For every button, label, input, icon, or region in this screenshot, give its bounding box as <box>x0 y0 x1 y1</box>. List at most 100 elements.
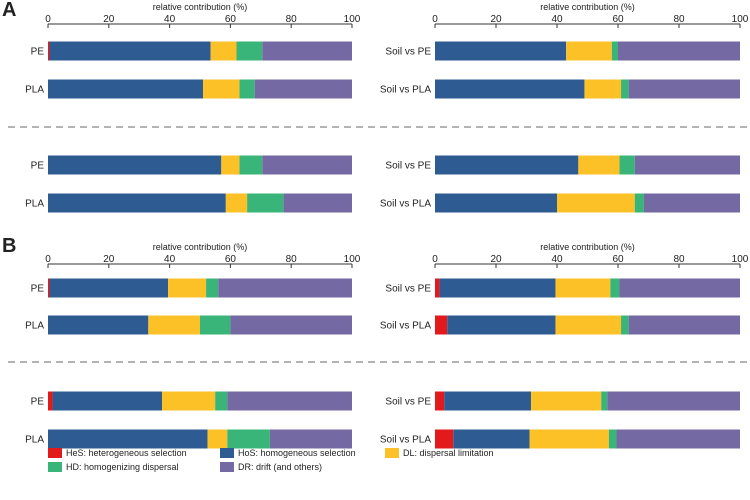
bar-segment-hes <box>48 391 53 411</box>
bar-segment-hd <box>611 41 618 61</box>
bar-segment-hd <box>236 41 263 61</box>
x-tick-label: 20 <box>490 254 502 265</box>
bar-segment-hos <box>453 429 530 449</box>
category-label: Soil vs PLA <box>380 199 431 210</box>
bar-segment-hos <box>48 79 204 99</box>
bar-segment-dr <box>218 278 352 298</box>
x-tick-label: 20 <box>103 14 115 25</box>
category-label: PE <box>31 397 45 408</box>
bar-segment-hd <box>239 79 255 99</box>
bar-segment-dr <box>262 41 352 61</box>
bar-segment-dr <box>607 391 740 411</box>
category-label: Soil vs PE <box>385 397 431 408</box>
bar-segment-dr <box>643 193 740 213</box>
bar-segment-hos <box>444 391 532 411</box>
bar-segment-hd <box>621 79 629 99</box>
bar-segment-hd <box>215 391 228 411</box>
x-tick-label: 60 <box>612 254 624 265</box>
bar-segment-hd <box>227 429 270 449</box>
bar-segment-dr <box>262 155 352 175</box>
x-tick-label: 80 <box>673 254 685 265</box>
legend-swatch <box>48 448 62 458</box>
bar-segment-dl <box>529 429 609 449</box>
chart-a-left: relative contribution (%) 0 20 40 60 80 100 PE P… <box>25 2 361 213</box>
bar-segment-hos <box>48 193 226 213</box>
bar-segment-dl <box>225 193 248 213</box>
bar-segment-dl <box>162 391 216 411</box>
bar-segment-dl <box>148 315 200 335</box>
bar-segment-hd <box>608 429 617 449</box>
bar-segment-hos <box>435 193 557 213</box>
x-tick-label: 20 <box>490 14 502 25</box>
x-tick-label: 20 <box>103 254 115 265</box>
bar-segment-dl <box>566 41 612 61</box>
bar-segment-dl <box>578 155 620 175</box>
legend-item-hes: HeS: heterogeneous selection <box>48 448 187 458</box>
bar-segment-hos <box>48 155 222 175</box>
bar-segment-dl <box>555 315 622 335</box>
bar-segment-hos <box>49 278 169 298</box>
bar-segment-hd <box>601 391 608 411</box>
bar-segment-hes <box>435 315 448 335</box>
bar-segment-hos <box>48 429 208 449</box>
legend-label: DL: dispersal limitation <box>403 448 494 458</box>
x-tick-label: 100 <box>732 14 749 25</box>
bar-segment-dl <box>207 429 228 449</box>
legend-swatch <box>385 448 399 458</box>
bar-segment-dl <box>168 278 207 298</box>
legend-label: HoS: homogeneous selection <box>238 448 356 458</box>
plots: relative contribution (%) 0 20 40 60 80 100 PE P… <box>8 2 749 449</box>
x-tick-label: 60 <box>225 254 237 265</box>
bar-segment-hos <box>52 391 163 411</box>
category-label: PLA <box>25 435 44 446</box>
bar-segment-dr <box>227 391 352 411</box>
category-label: Soil vs PLA <box>380 435 431 446</box>
category-label: Soil vs PLA <box>380 321 431 332</box>
x-tick-label: 0 <box>432 14 438 25</box>
bar-segment-hos <box>435 79 585 99</box>
bar-segment-hos <box>435 155 579 175</box>
x-tick-label: 40 <box>551 254 563 265</box>
x-tick-label: 40 <box>164 14 176 25</box>
x-tick-label: 80 <box>673 14 685 25</box>
bar-segment-dl <box>555 278 611 298</box>
category-label: PE <box>31 47 45 58</box>
bar-segment-dl <box>210 41 237 61</box>
x-tick-label: 80 <box>286 14 298 25</box>
chart-b-right: relative contribution (%) 0 20 40 60 80 100 Soi… <box>380 242 749 449</box>
legend-label: HeS: heterogeneous selection <box>66 448 187 458</box>
bar-segment-hd <box>206 278 219 298</box>
legend: HeS: heterogeneous selection HoS: homogen… <box>48 448 494 472</box>
legend-label: HD: homogenizing dispersal <box>66 462 179 472</box>
bar-segment-dl <box>221 155 240 175</box>
bar-segment-hes <box>435 278 440 298</box>
bar-segment-hd <box>247 193 284 213</box>
x-tick-label: 60 <box>225 14 237 25</box>
category-label: PE <box>31 284 45 295</box>
panel-label-b: B <box>2 235 16 257</box>
x-tick-label: 0 <box>45 14 51 25</box>
x-axis-title: relative contribution (%) <box>540 2 635 12</box>
x-tick-label: 60 <box>612 14 624 25</box>
bar-segment-dr <box>628 315 740 335</box>
bar-segment-dr <box>628 79 740 99</box>
x-tick-label: 40 <box>551 14 563 25</box>
bar-segment-hes <box>48 41 50 61</box>
chart-a-right: relative contribution (%) 0 20 40 60 80 100 Soi… <box>380 2 749 213</box>
category-label: Soil vs PE <box>385 161 431 172</box>
bar-segment-dl <box>557 193 635 213</box>
bar-segment-dr <box>269 429 352 449</box>
category-label: PE <box>31 161 45 172</box>
category-label: PLA <box>25 85 44 96</box>
bar-segment-dr <box>283 193 352 213</box>
legend-label: DR: drift (and others) <box>238 462 322 472</box>
category-label: PLA <box>25 321 44 332</box>
legend-swatch <box>220 462 234 472</box>
bar-segment-hd <box>239 155 263 175</box>
x-tick-label: 0 <box>45 254 51 265</box>
x-tick-label: 100 <box>344 14 361 25</box>
x-tick-label: 80 <box>286 254 298 265</box>
legend-item-dl: DL: dispersal limitation <box>385 448 494 458</box>
bar-segment-dr <box>230 315 352 335</box>
bar-segment-dr <box>254 79 352 99</box>
